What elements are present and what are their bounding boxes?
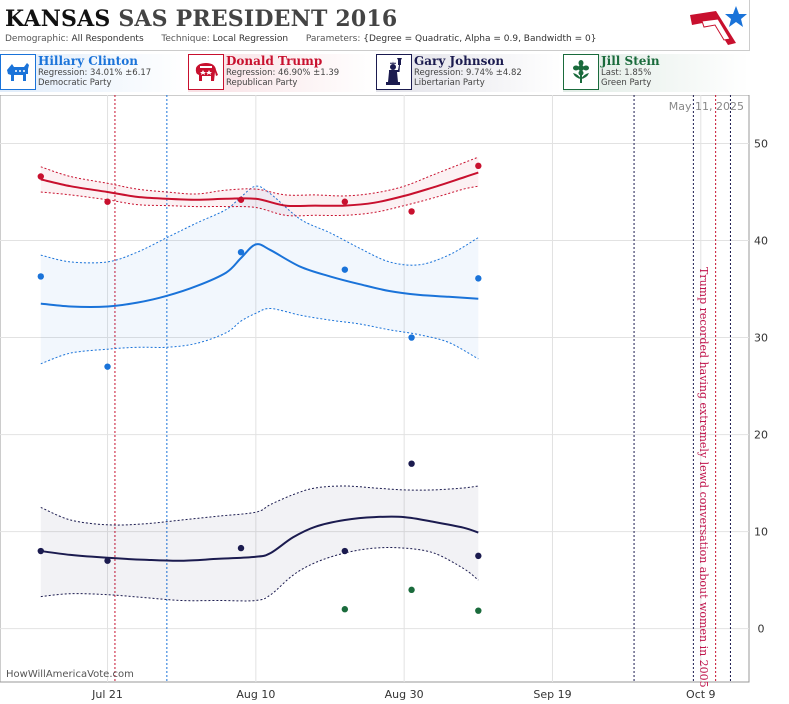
- candidate-stat: Last: 1.85%: [601, 68, 652, 78]
- gary-johnson-confidence-band: [40, 486, 479, 601]
- gary-johnson-lower-bound: [40, 547, 479, 602]
- candidate-stat: Regression: 46.90% ±1.39: [226, 68, 340, 78]
- chart-date: May 11, 2025: [669, 100, 744, 113]
- y-tick-label: 40: [754, 235, 768, 248]
- technique-value: Local Regression: [212, 34, 289, 44]
- y-axis-ticks: 0 10 20 30 40 50: [754, 138, 768, 636]
- hillary-clinton-poll-point: [237, 248, 245, 256]
- candidate-party: Libertarian Party: [414, 78, 485, 88]
- logo-star-icon: [725, 6, 747, 27]
- gary-johnson-poll-point: [37, 547, 44, 555]
- y-tick-label: 30: [754, 332, 768, 345]
- y-tick-label: 0: [758, 623, 765, 636]
- technique-label: Technique:: [161, 34, 210, 44]
- donald-trump-poll-point: [475, 162, 482, 170]
- gary-johnson-poll-point: [408, 460, 415, 467]
- gary-johnson-poll-point: [104, 557, 111, 564]
- donald-trump-upper-bound: [40, 156, 479, 197]
- y-tick-label: 20: [754, 429, 768, 442]
- demographic-label: Demographic:: [5, 34, 69, 44]
- candidate-name: Donald Trump: [226, 54, 323, 68]
- candidate-card-trump[interactable]: Donald Trump Regression: 46.90% ±1.39 Re…: [188, 54, 374, 92]
- jill-stein-poll-point: [341, 606, 349, 613]
- gary-johnson-regression-line: [40, 515, 479, 562]
- candidate-party: Democratic Party: [38, 78, 112, 88]
- candidate-card-johnson[interactable]: Gary Johnson Regression: 9.74% ±4.82 Lib…: [376, 54, 562, 92]
- donald-trump-poll-point: [408, 208, 415, 215]
- page-title: KANSAS SAS PRESIDENT 2016: [5, 6, 397, 32]
- x-tick-label: Sep 19: [533, 688, 571, 701]
- candidate-name: Jill Stein: [601, 54, 660, 68]
- gary-johnson-poll-point: [237, 544, 245, 552]
- jill-stein-poll-point: [475, 607, 482, 614]
- site-logo[interactable]: [688, 3, 748, 48]
- poll-chart: 0 10 20 30 40 50 Jul 21 Aug 10 Aug 30 Sep 19 Oct …: [0, 95, 768, 701]
- hillary-clinton-upper-bound: [40, 185, 479, 266]
- poll-points: [37, 162, 482, 614]
- flower-icon: [563, 54, 599, 90]
- x-tick-label: Aug 10: [236, 688, 275, 701]
- demographic-value: All Respondents: [71, 34, 144, 44]
- jill-stein-poll-point: [408, 586, 415, 594]
- candidate-name: Hillary Clinton: [38, 54, 138, 68]
- gary-johnson-upper-bound: [40, 485, 479, 526]
- y-tick-label: 10: [754, 526, 768, 539]
- candidate-stat: Regression: 34.01% ±6.17: [38, 68, 152, 78]
- gary-johnson-poll-point: [475, 552, 482, 560]
- gary-johnson-poll-point: [341, 547, 349, 555]
- x-axis-ticks: Jul 21 Aug 10 Aug 30 Sep 19 Oct 9: [91, 688, 715, 701]
- candidate-card-stein[interactable]: Jill Stein Last: 1.85% Green Party: [563, 54, 749, 92]
- hillary-clinton-poll-point: [37, 273, 44, 280]
- donald-trump-regression-line: [40, 171, 479, 208]
- hillary-clinton-confidence-band: [40, 186, 479, 364]
- parameters-label: Parameters:: [305, 34, 361, 44]
- hillary-clinton-poll-point: [341, 266, 349, 273]
- hillary-clinton-lower-bound: [40, 307, 479, 365]
- donald-trump-confidence-band: [40, 157, 479, 216]
- donald-trump-poll-point: [237, 196, 245, 203]
- header: KANSAS SAS PRESIDENT 2016 Demographic: A…: [0, 0, 750, 51]
- regression-lines: [40, 171, 479, 562]
- candidate-name: Gary Johnson: [414, 54, 505, 68]
- watermark: HowWillAmericaVote.com: [6, 669, 134, 680]
- hillary-clinton-regression-line: [40, 243, 479, 308]
- parameters-line: Demographic: All Respondents Technique: …: [5, 34, 596, 44]
- state-name: KANSAS: [5, 6, 111, 32]
- grid-lines: [0, 95, 749, 682]
- x-tick-label: Oct 9: [686, 688, 716, 701]
- donald-trump-poll-point: [37, 173, 44, 180]
- elephant-icon: [188, 54, 224, 90]
- hillary-clinton-poll-point: [104, 363, 111, 370]
- donald-trump-poll-point: [104, 198, 111, 205]
- race-title: SAS PRESIDENT 2016: [118, 6, 398, 32]
- donald-trump-poll-point: [341, 198, 349, 205]
- candidate-stat: Regression: 9.74% ±4.82: [414, 68, 522, 78]
- candidate-card-clinton[interactable]: Hillary Clinton Regression: 34.01% ±6.17…: [0, 54, 186, 92]
- event-annotation: Trump recorded having extremely lewd con…: [697, 267, 710, 688]
- hillary-clinton-poll-point: [475, 275, 482, 282]
- statue-of-liberty-icon: [376, 54, 412, 90]
- x-tick-label: Jul 21: [91, 688, 123, 701]
- hillary-clinton-poll-point: [408, 334, 415, 341]
- y-tick-label: 50: [754, 138, 768, 151]
- confidence-bands: [40, 156, 479, 602]
- donkey-icon: [0, 54, 36, 90]
- candidate-party: Republican Party: [226, 78, 298, 88]
- x-tick-label: Aug 30: [385, 688, 424, 701]
- logo-white-stripe-icon: [701, 18, 731, 41]
- candidate-party: Green Party: [601, 78, 652, 88]
- donald-trump-lower-bound: [40, 185, 479, 217]
- parameters-value: {Degree = Quadratic, Alpha = 0.9, Bandwi…: [363, 34, 597, 44]
